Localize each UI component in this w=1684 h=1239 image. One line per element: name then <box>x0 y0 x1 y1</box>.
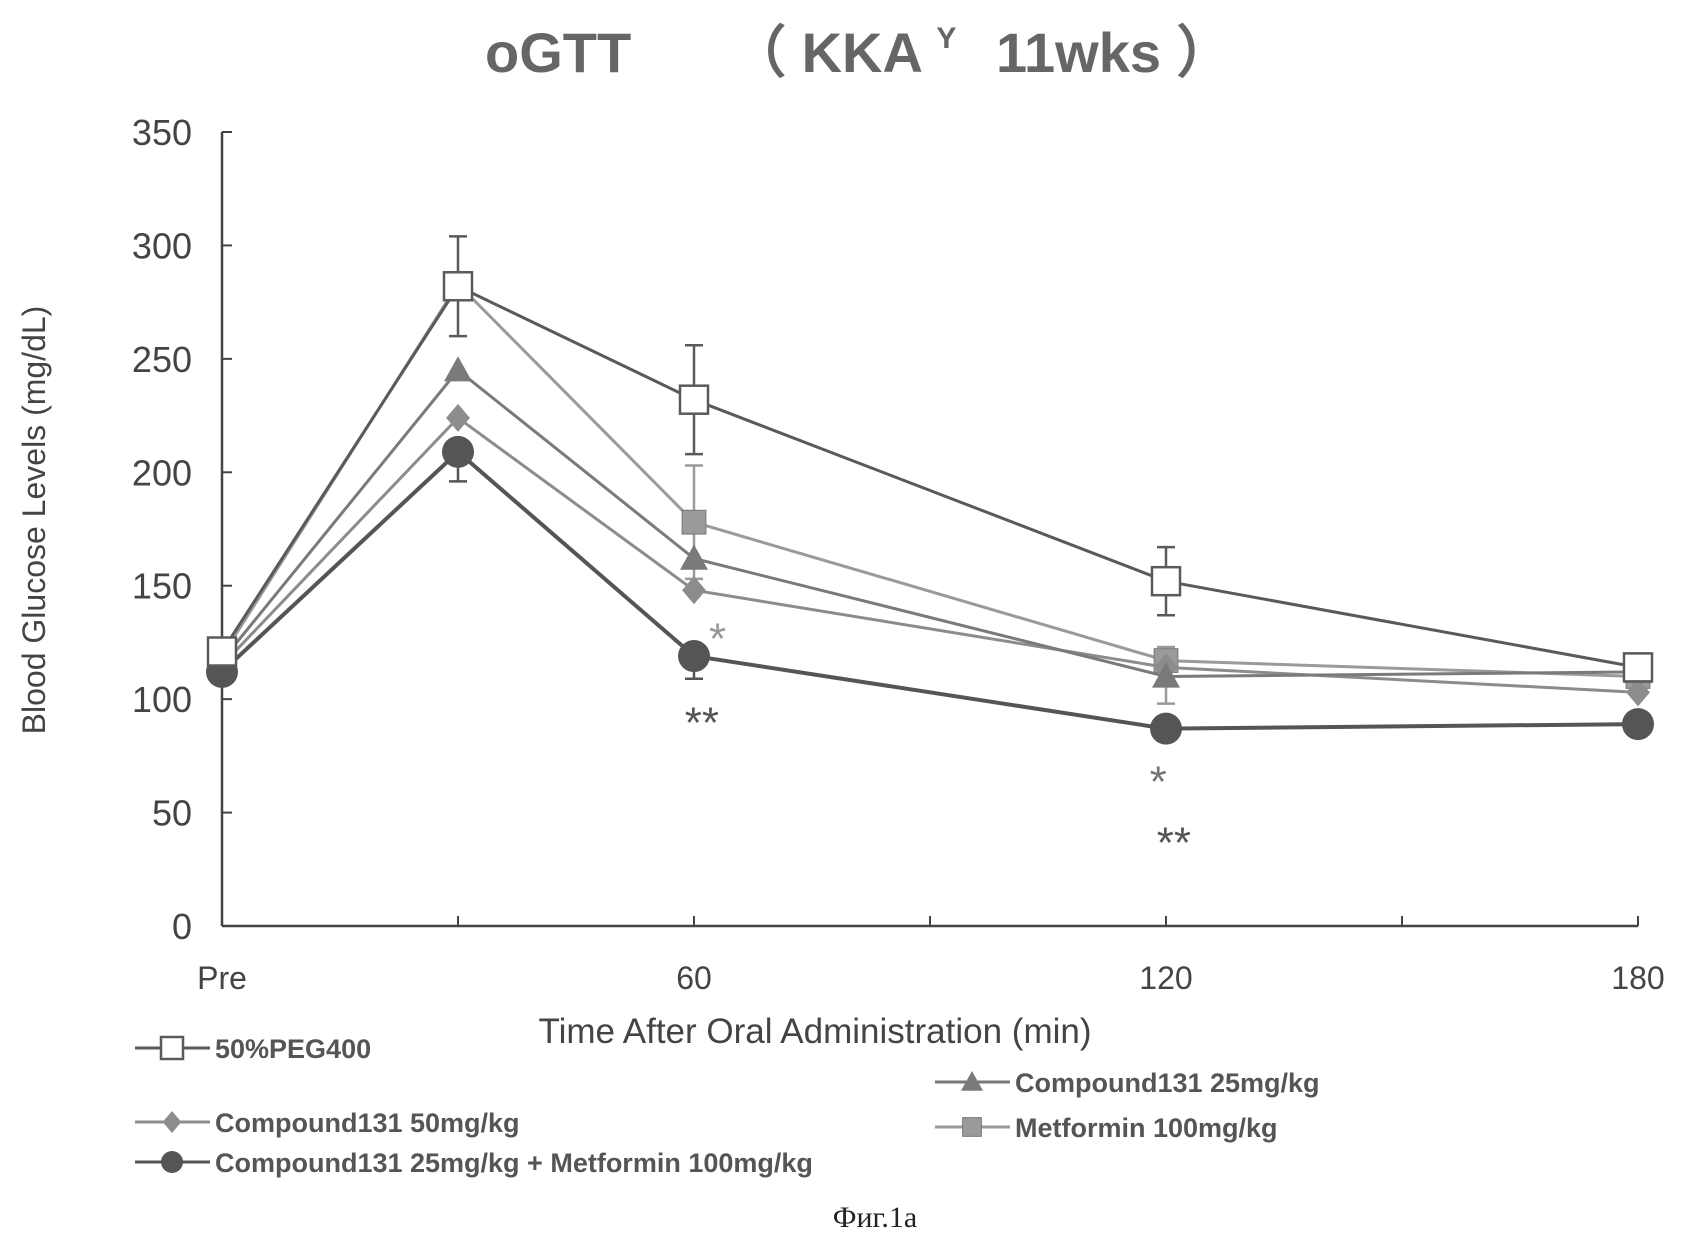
y-tick-label: 50 <box>152 793 192 834</box>
series-line <box>220 368 1639 678</box>
legend-label: Compound131 25mg/kg <box>1015 1068 1320 1098</box>
marker-diamond <box>1626 678 1650 707</box>
title-close-paren: ） <box>1177 21 1233 84</box>
y-axis-title: Blood Glucose Levels (mg/dL) <box>16 306 52 735</box>
legend-item: 50%PEG400 <box>135 1034 371 1064</box>
marker-square-open <box>442 271 474 302</box>
marker-square-open <box>159 1035 185 1061</box>
significance-marker: ** <box>1157 819 1191 868</box>
y-tick-label: 200 <box>132 452 192 493</box>
marker-square-open <box>1622 652 1654 683</box>
marker-triangle <box>444 356 472 382</box>
y-tick-label: 100 <box>132 679 192 720</box>
series-line <box>220 284 1639 669</box>
legend-item: Compound131 25mg/kg + Metformin 100mg/kg <box>135 1148 813 1178</box>
marker-square-filled <box>962 1117 982 1137</box>
series-group <box>206 235 1654 745</box>
legend-label: Compound131 50mg/kg <box>215 1108 520 1138</box>
y-tick-label: 150 <box>132 566 192 607</box>
y-tick-label: 250 <box>132 339 192 380</box>
marker-circle <box>1150 712 1182 745</box>
x-axis-title: Time After Oral Administration (min) <box>538 1012 1091 1051</box>
marker-diamond <box>682 576 706 605</box>
legend: 50%PEG400 Compound131 50mg/kg Compound131 … <box>135 1034 1320 1178</box>
title-main: oGTT <box>485 21 631 84</box>
figure-caption: Фиг.1а <box>833 1201 918 1234</box>
legend-item: Compound131 50mg/kg <box>135 1108 520 1138</box>
series-1 <box>208 356 1652 688</box>
series-0 <box>206 235 1654 683</box>
marker-circle <box>161 1151 183 1173</box>
series-line <box>220 415 1639 694</box>
legend-label: Compound131 25mg/kg + Metformin 100mg/kg <box>215 1148 813 1178</box>
y-tick-label: 350 <box>132 112 192 153</box>
legend-label: 50%PEG400 <box>215 1034 371 1064</box>
significance-marker: ** <box>685 698 719 747</box>
legend-item: Metformin 100mg/kg <box>935 1113 1278 1143</box>
legend-item: Compound131 25mg/kg <box>935 1068 1320 1098</box>
marker-circle <box>678 640 710 673</box>
significance-marker: * <box>1150 757 1167 806</box>
title-superscript: Y <box>936 22 956 55</box>
x-tick-label: Pre <box>197 960 247 996</box>
marker-circle <box>1622 708 1654 741</box>
chart-title: oGTT （ KKA Y 11wks ） <box>485 0 1233 84</box>
series-2 <box>210 403 1650 707</box>
legend-label: Metformin 100mg/kg <box>1015 1113 1278 1143</box>
marker-diamond <box>162 1111 182 1133</box>
marker-triangle <box>1152 662 1180 688</box>
marker-square-open <box>206 636 238 667</box>
marker-diamond <box>446 403 470 432</box>
marker-triangle <box>961 1071 983 1091</box>
marker-square-filled <box>681 509 707 535</box>
x-tick-label: 120 <box>1139 960 1192 996</box>
x-tick-label: 60 <box>676 960 712 996</box>
y-tick-label: 0 <box>172 906 192 947</box>
title-strain: KKA <box>802 21 922 84</box>
y-tick-label: 300 <box>132 225 192 266</box>
title-age: 11wks <box>996 21 1161 84</box>
x-tick-label: 180 <box>1611 960 1664 996</box>
significance-marker: * <box>709 614 726 663</box>
axes: 0 50 100 150 200 250 300 350 Pre 60 120 180 <box>132 112 1665 996</box>
marker-circle <box>442 435 474 468</box>
marker-triangle <box>680 544 708 570</box>
significance-annotations: ****** <box>685 614 1191 867</box>
title-open-paren: （ <box>730 21 786 84</box>
marker-square-open <box>678 384 710 415</box>
series-4 <box>206 435 1654 745</box>
marker-square-open <box>1150 565 1182 597</box>
